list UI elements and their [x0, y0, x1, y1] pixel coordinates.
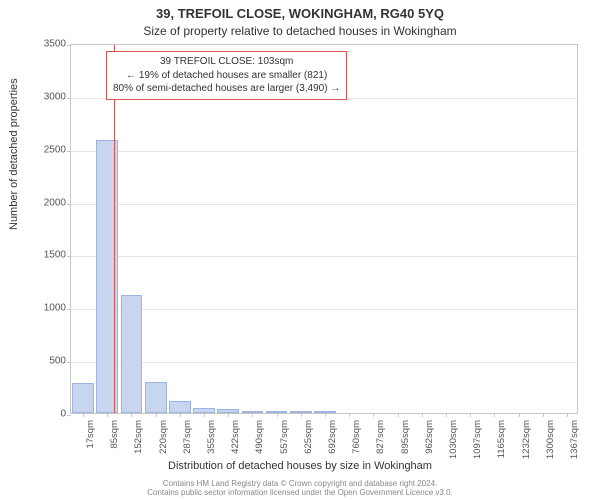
annot-line3: 80% of semi-detached houses are larger (… — [113, 82, 340, 96]
y-tick — [67, 415, 71, 416]
x-tick-label: 1232sqm — [521, 420, 532, 459]
chart-subtitle: Size of property relative to detached ho… — [0, 24, 600, 38]
attribution-footer: Contains HM Land Registry data © Crown c… — [0, 479, 600, 498]
footer-line2: Contains public sector information licen… — [0, 488, 600, 498]
x-tick — [446, 413, 447, 417]
x-tick-label: 895sqm — [400, 420, 411, 454]
x-tick-label: 355sqm — [206, 420, 217, 454]
x-tick — [277, 413, 278, 417]
x-tick — [301, 413, 302, 417]
histogram-bar — [145, 382, 167, 413]
x-tick — [349, 413, 350, 417]
marker-annotation: 39 TREFOIL CLOSE: 103sqm ← 19% of detach… — [106, 51, 347, 100]
histogram-bar — [121, 295, 143, 413]
annot-line2: ← 19% of detached houses are smaller (82… — [113, 69, 340, 83]
x-tick-label: 692sqm — [327, 420, 338, 454]
y-tick-label: 1500 — [44, 250, 66, 261]
x-tick-label: 760sqm — [351, 420, 362, 454]
y-tick-label: 1000 — [44, 303, 66, 314]
x-tick — [180, 413, 181, 417]
plot-area: 39 TREFOIL CLOSE: 103sqm ← 19% of detach… — [70, 44, 578, 414]
y-tick — [67, 204, 71, 205]
gridline — [71, 362, 577, 363]
x-tick-label: 557sqm — [279, 420, 290, 454]
x-tick-label: 1367sqm — [569, 420, 580, 459]
x-tick — [398, 413, 399, 417]
x-tick — [543, 413, 544, 417]
x-tick — [131, 413, 132, 417]
gridline — [71, 151, 577, 152]
y-tick — [67, 362, 71, 363]
x-tick — [422, 413, 423, 417]
y-tick — [67, 151, 71, 152]
x-tick — [228, 413, 229, 417]
x-tick — [567, 413, 568, 417]
x-tick-label: 827sqm — [375, 420, 386, 454]
footer-line1: Contains HM Land Registry data © Crown c… — [0, 479, 600, 489]
x-tick-label: 85sqm — [109, 420, 120, 449]
x-tick — [83, 413, 84, 417]
y-axis-label: Number of detached properties — [8, 78, 20, 230]
y-tick — [67, 45, 71, 46]
x-axis-label: Distribution of detached houses by size … — [0, 460, 600, 472]
chart-root: 39, TREFOIL CLOSE, WOKINGHAM, RG40 5YQ S… — [0, 0, 600, 500]
x-tick — [252, 413, 253, 417]
y-tick — [67, 256, 71, 257]
x-tick — [204, 413, 205, 417]
x-tick-label: 1165sqm — [496, 420, 507, 458]
x-tick — [325, 413, 326, 417]
x-tick-label: 1030sqm — [448, 420, 459, 459]
x-tick — [519, 413, 520, 417]
x-tick-label: 220sqm — [158, 420, 169, 454]
x-tick-label: 625sqm — [303, 420, 314, 454]
x-tick — [470, 413, 471, 417]
x-tick-label: 422sqm — [230, 420, 241, 454]
y-tick — [67, 309, 71, 310]
y-tick-label: 3500 — [44, 39, 66, 50]
chart-title: 39, TREFOIL CLOSE, WOKINGHAM, RG40 5YQ — [0, 6, 600, 21]
x-tick — [494, 413, 495, 417]
x-tick — [156, 413, 157, 417]
y-tick-label: 2000 — [44, 197, 66, 208]
y-tick — [67, 98, 71, 99]
histogram-bar — [169, 401, 191, 413]
gridline — [71, 256, 577, 257]
gridline — [71, 309, 577, 310]
x-tick — [107, 413, 108, 417]
x-tick-label: 490sqm — [254, 420, 265, 454]
x-tick-label: 17sqm — [85, 420, 96, 449]
y-tick-label: 500 — [49, 356, 66, 367]
y-tick-label: 0 — [60, 409, 66, 420]
property-marker-line — [114, 45, 115, 413]
x-tick-label: 1097sqm — [472, 420, 483, 459]
gridline — [71, 204, 577, 205]
histogram-bar — [72, 383, 94, 413]
x-tick — [373, 413, 374, 417]
y-tick-label: 3000 — [44, 91, 66, 102]
x-tick-label: 962sqm — [424, 420, 435, 454]
x-tick-label: 287sqm — [182, 420, 193, 454]
histogram-bar — [96, 140, 118, 413]
annot-line1: 39 TREFOIL CLOSE: 103sqm — [113, 55, 340, 69]
y-tick-label: 2500 — [44, 144, 66, 155]
x-tick-label: 1300sqm — [545, 420, 556, 459]
x-tick-label: 152sqm — [133, 420, 144, 454]
